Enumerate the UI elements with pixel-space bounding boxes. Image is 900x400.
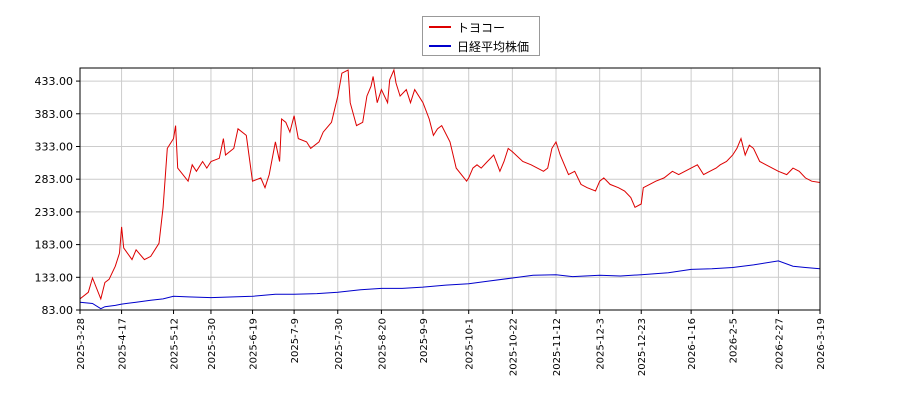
x-tick-label: 2025-11-12 <box>552 318 563 376</box>
series-line-1 <box>79 260 821 310</box>
y-tick-label: 433.00 <box>35 75 74 88</box>
x-tick-label: 2026-2-27 <box>774 318 785 370</box>
legend-label-series-1: 日経平均株価 <box>457 39 530 54</box>
x-tick-label: 2025-4-17 <box>118 318 129 370</box>
x-tick-label: 2025-10-1 <box>465 318 476 370</box>
x-tick-label: 2025-6-19 <box>249 318 260 370</box>
y-tick-label: 333.00 <box>35 140 74 153</box>
x-tick-label: 2025-5-30 <box>207 318 218 370</box>
x-tick-label: 2025-10-22 <box>508 318 519 376</box>
x-tick-label: 2026-2-5 <box>729 318 740 363</box>
x-tick-label: 2025-7-9 <box>290 318 301 363</box>
x-tick-label: 2025-5-12 <box>170 318 181 370</box>
plot-border <box>79 67 821 311</box>
x-tick-label: 2025-9-9 <box>419 318 430 363</box>
series-lines <box>79 68 821 310</box>
x-tick-label: 2025-7-30 <box>334 318 345 370</box>
x-tick-label: 2025-3-28 <box>76 318 87 370</box>
y-tick-label: 233.00 <box>35 206 74 219</box>
legend-item-series-1: 日経平均株価 <box>429 38 529 54</box>
x-tick-label: 2026-3-19 <box>816 318 827 370</box>
legend-swatch-series-1 <box>429 45 451 47</box>
legend-item-series-0: トヨコー <box>429 19 505 35</box>
legend: トヨコー 日経平均株価 <box>422 16 540 56</box>
x-tick-label: 2025-12-23 <box>637 318 648 376</box>
y-tick-label: 283.00 <box>35 173 74 186</box>
plot-area <box>79 67 821 311</box>
legend-label-series-0: トヨコー <box>457 20 506 35</box>
x-tick-label: 2025-12-3 <box>596 318 607 370</box>
y-gridlines <box>76 80 820 311</box>
legend-swatch-series-0 <box>429 26 451 28</box>
y-tick-label: 183.00 <box>35 239 74 252</box>
series-line-0 <box>79 68 821 301</box>
y-tick-label: 383.00 <box>35 108 74 121</box>
x-axis-labels: 2025-3-28 2025-4-17 2025-5-12 2025-5-30 2025… <box>76 318 827 376</box>
y-axis-labels: 83.00 133.00 183.00 233.00 283.00 333.00 383.0… <box>35 75 74 317</box>
x-tick-label: 2026-1-16 <box>687 318 698 370</box>
y-tick-label: 133.00 <box>35 271 74 284</box>
x-tick-label: 2025-8-20 <box>377 318 388 370</box>
y-tick-label: 83.00 <box>42 304 74 317</box>
